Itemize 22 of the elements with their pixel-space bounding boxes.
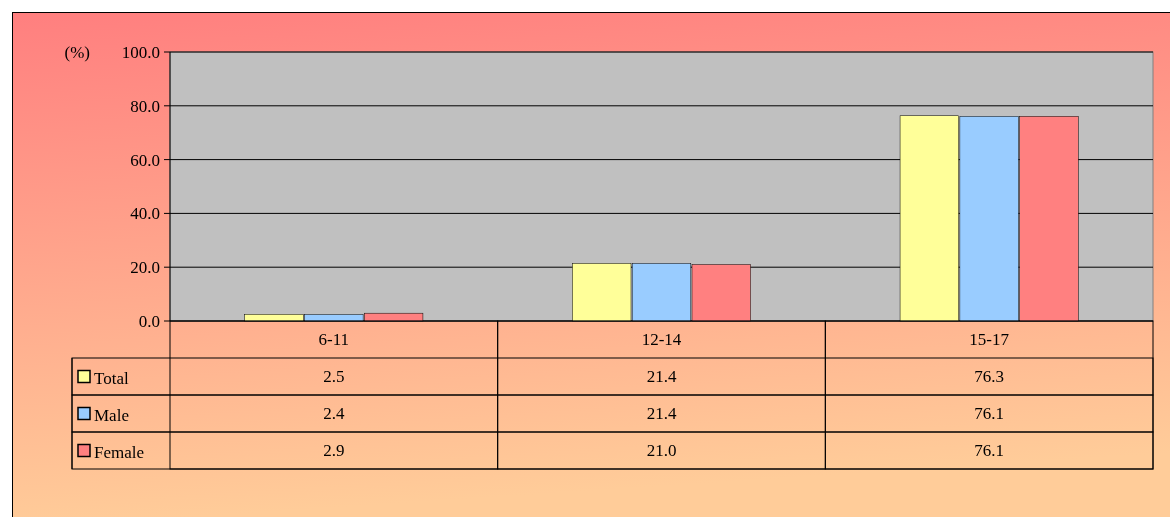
legend-label: Total (94, 369, 129, 389)
y-tick-label: 80.0 (130, 96, 160, 116)
data-label: 76.3 (974, 367, 1005, 387)
y-tick-label: 60.0 (130, 150, 160, 170)
y-tick-label: 20.0 (130, 258, 160, 278)
legend-label: Female (94, 443, 145, 463)
data-label: 21.4 (646, 367, 677, 387)
data-label: 21.0 (646, 441, 677, 461)
x-tick-label: 12-14 (641, 330, 682, 350)
data-label: 76.1 (974, 441, 1005, 461)
y-tick-label: 0.0 (138, 311, 160, 331)
legend-label: Male (94, 406, 129, 426)
data-label: 2.9 (323, 441, 345, 461)
x-tick-label: 6-11 (318, 330, 350, 350)
data-label: 2.5 (323, 367, 345, 387)
y-tick-label: 100.0 (121, 42, 160, 62)
x-tick-label: 15-17 (969, 330, 1010, 350)
data-label: 76.1 (974, 404, 1005, 424)
y-tick-label: 40.0 (130, 204, 160, 224)
data-label: 21.4 (646, 404, 677, 424)
data-label: 2.4 (323, 404, 345, 424)
y-axis-title: (%) (64, 42, 90, 62)
